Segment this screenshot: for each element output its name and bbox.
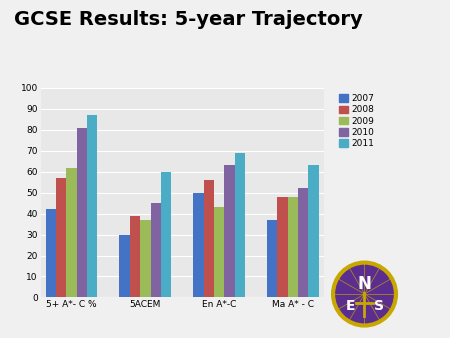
Bar — [45, 210, 56, 297]
Bar — [267, 220, 278, 297]
Bar — [140, 220, 150, 297]
Text: GCSE Results: 5-year Trajectory: GCSE Results: 5-year Trajectory — [14, 10, 362, 29]
Text: N: N — [358, 275, 371, 293]
Bar — [76, 128, 87, 297]
Bar — [66, 168, 76, 297]
Bar — [204, 180, 214, 297]
Bar — [120, 235, 130, 297]
Bar — [161, 172, 171, 297]
Bar — [214, 207, 225, 297]
Bar — [87, 115, 97, 297]
Bar — [288, 197, 298, 297]
Legend: 2007, 2008, 2009, 2010, 2011: 2007, 2008, 2009, 2010, 2011 — [337, 92, 376, 150]
Bar — [225, 165, 234, 297]
Bar — [130, 216, 140, 297]
Bar — [194, 193, 204, 297]
Bar — [56, 178, 66, 297]
Bar — [298, 189, 309, 297]
Bar — [234, 153, 245, 297]
Text: S: S — [374, 298, 384, 313]
Circle shape — [333, 263, 396, 325]
Bar — [150, 203, 161, 297]
Bar — [309, 165, 319, 297]
Text: E: E — [346, 298, 355, 313]
Bar — [278, 197, 288, 297]
